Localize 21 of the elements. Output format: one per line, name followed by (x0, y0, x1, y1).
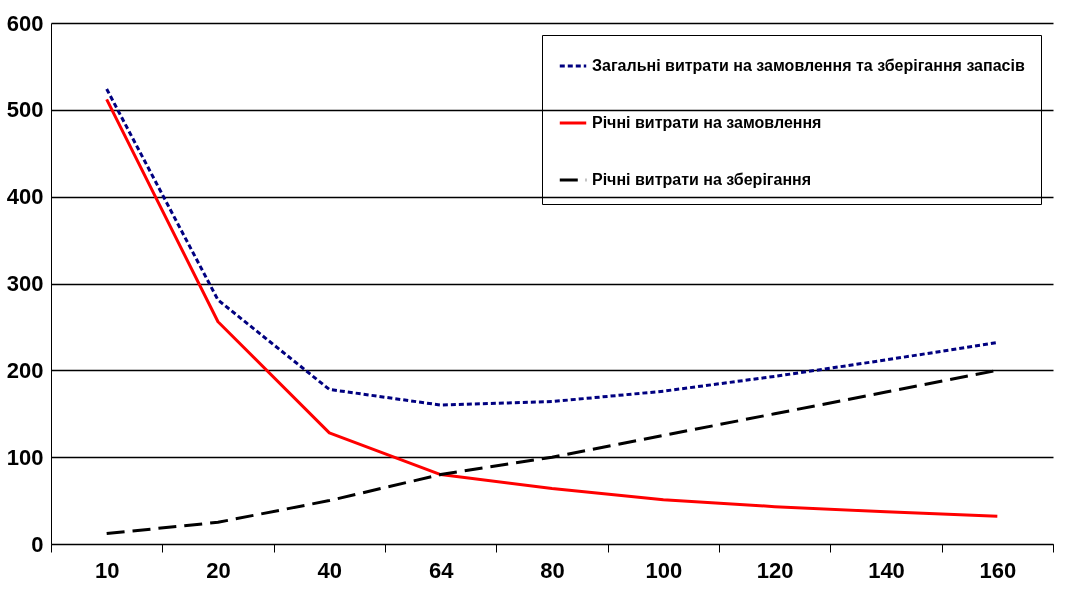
y-tick-label: 600 (6, 10, 44, 36)
y-tick-label: 100 (6, 444, 44, 470)
x-tick-label: 10 (94, 557, 120, 583)
y-tick-label: 300 (6, 271, 44, 296)
line-series (105, 87, 999, 407)
y-tick-label: 200 (6, 357, 44, 383)
x-tick-label: 80 (540, 557, 565, 583)
y-tick-label: 0 (31, 531, 44, 557)
x-tick-label: 120 (756, 557, 794, 583)
x-tick-label: 20 (206, 557, 231, 583)
legend-label: Загальні витрати на замовлення та зберігання запасів (592, 57, 1025, 74)
x-tick-label: 160 (979, 557, 1017, 583)
y-tick-label: 400 (6, 184, 44, 210)
line-series (105, 97, 999, 518)
x-tick-label: 40 (317, 557, 343, 583)
x-tick-label: 64 (428, 557, 455, 583)
legend-label: Річні витрати на зберігання (592, 171, 812, 188)
x-tick-label: 100 (645, 557, 683, 583)
x-tick-label: 140 (868, 557, 905, 583)
legend-label: Річні витрати на замовлення (592, 114, 822, 131)
y-tick-label: 500 (6, 97, 44, 123)
